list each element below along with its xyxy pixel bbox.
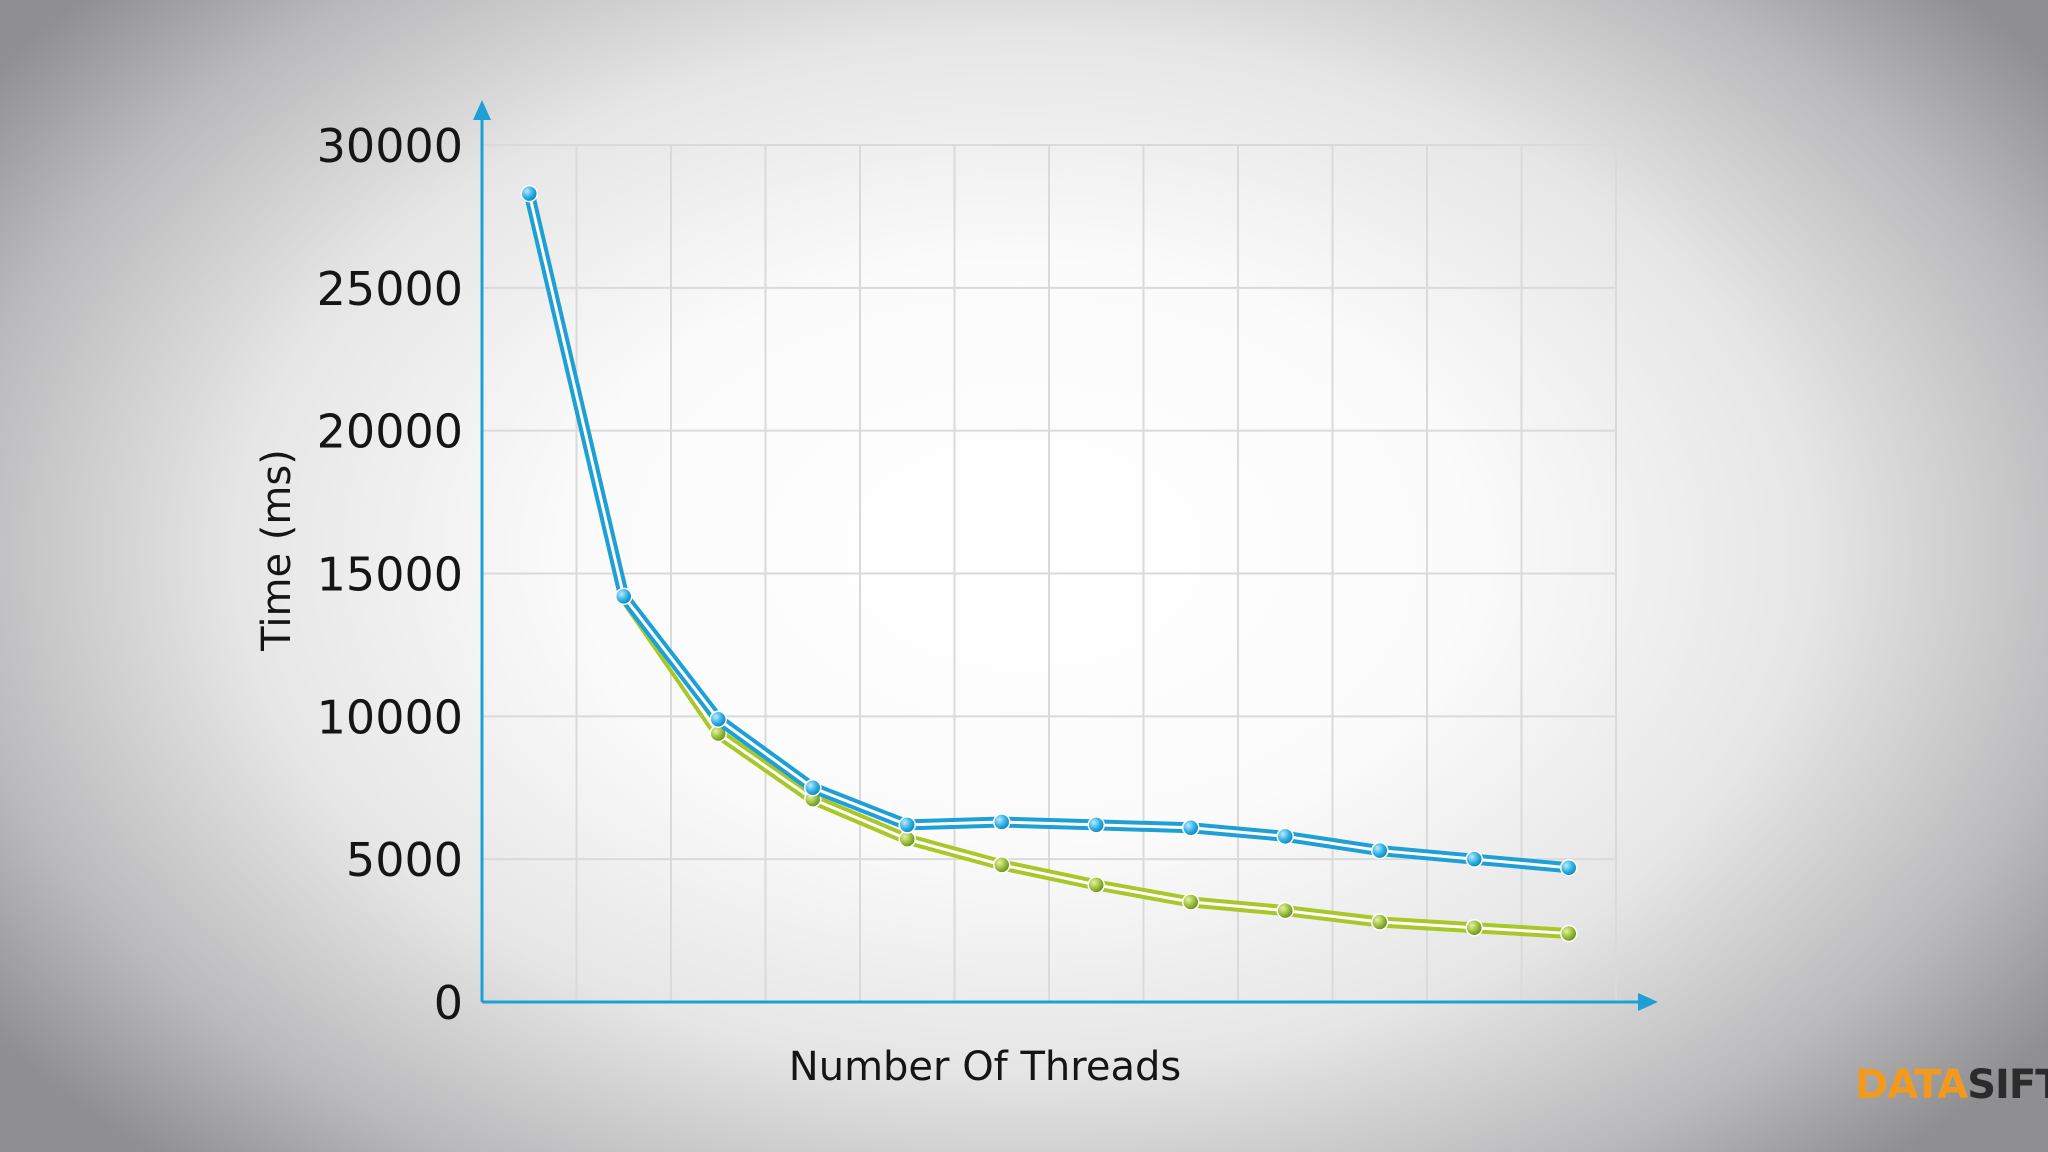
series-2-point-6	[993, 856, 1011, 874]
series-2-point-7	[1087, 876, 1105, 894]
series-1-point-3	[709, 710, 727, 728]
series-2-point-9	[1276, 901, 1294, 920]
series-1-point-2	[615, 587, 633, 606]
svg-text:DATASIFT: DATASIFT	[1855, 1062, 2048, 1108]
series-1-line-highlight	[527, 192, 1571, 870]
series-1-point-8	[1182, 818, 1200, 837]
y-tick-label-2: 10000	[317, 690, 463, 744]
y-tick-label-3: 15000	[317, 548, 463, 602]
series-1	[520, 184, 1578, 877]
y-tick-label-5: 25000	[317, 262, 463, 316]
datasift-logo: DATASIFT	[1855, 1062, 2048, 1108]
y-tick-label-1: 5000	[346, 833, 463, 887]
series-2-point-10	[1371, 913, 1389, 931]
series-1-point-7	[1087, 816, 1105, 834]
y-tick-label-0: 0	[434, 976, 463, 1030]
series-1-point-5	[898, 816, 916, 834]
chart-grid	[482, 144, 1617, 1002]
logo-part-sift: SIFT	[1967, 1062, 2048, 1108]
series-1-point-4	[804, 779, 822, 797]
x-axis-title: Number Of Threads	[789, 1044, 1181, 1090]
y-axis-title: Time (ms)	[254, 449, 300, 652]
series-2-point-12	[1560, 924, 1578, 943]
logo-part-data: DATA	[1855, 1062, 1968, 1108]
series-1-point-1	[520, 184, 538, 203]
series-1-point-11	[1465, 850, 1483, 868]
chart-series-layer	[520, 184, 1578, 943]
chart-axes	[473, 100, 1658, 1011]
series-1-point-9	[1276, 827, 1294, 846]
y-axis-tick-labels: 0 5000 10000 15000 20000 25000 30000	[317, 119, 463, 1030]
x-axis-arrow	[1638, 993, 1658, 1011]
series-1-point-6	[993, 813, 1011, 831]
y-axis-arrow	[473, 100, 491, 120]
series-1-point-10	[1371, 841, 1389, 860]
y-tick-label-4: 20000	[317, 405, 463, 459]
series-2-point-11	[1465, 918, 1483, 937]
series-1-point-12	[1560, 858, 1578, 877]
series-2-line-highlight	[527, 192, 1571, 935]
series-2-point-8	[1182, 893, 1200, 911]
y-tick-label-6: 30000	[317, 119, 463, 173]
